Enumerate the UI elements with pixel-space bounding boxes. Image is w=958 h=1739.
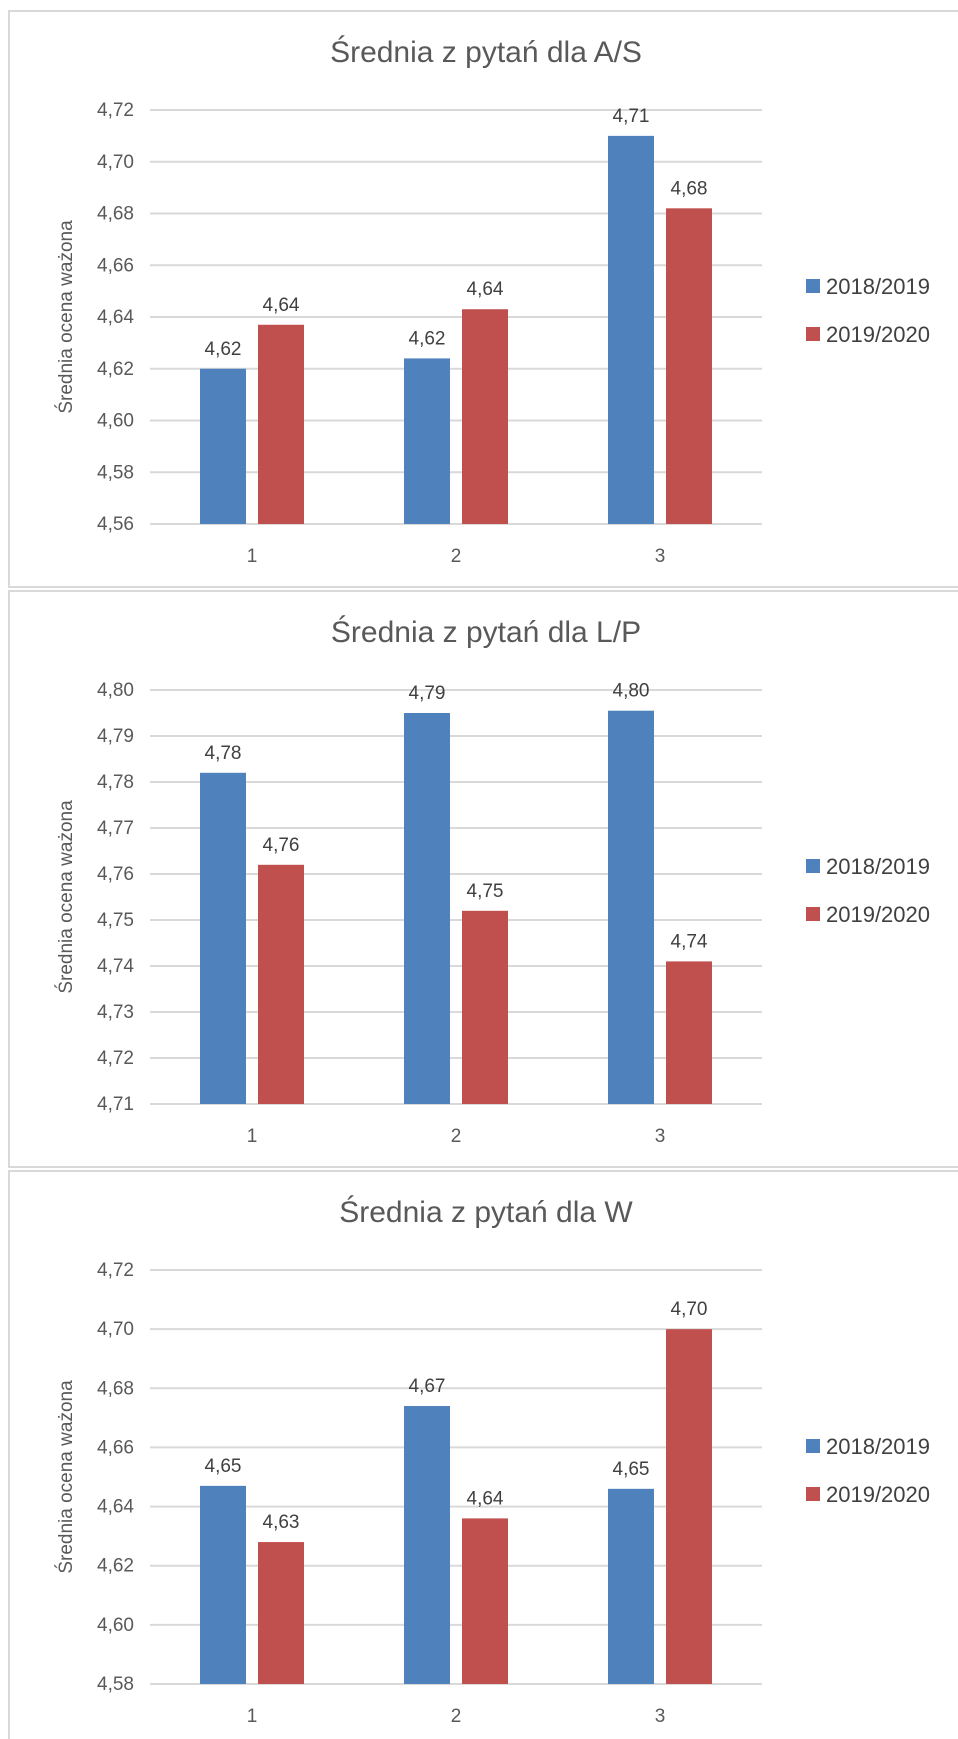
data-label: 4,64 (263, 295, 300, 316)
x-tick-label: 3 (655, 1126, 666, 1147)
chart-w: Średnia z pytań dla W Średnia ocena ważon… (55, 1195, 930, 1727)
chart-panel-lp: Średnia z pytań dla L/P Średnia ocena waż… (8, 590, 958, 1168)
y-tick-label: 4,80 (97, 680, 134, 701)
data-label: 4,65 (613, 1459, 650, 1480)
y-tick-label: 4,72 (97, 1048, 134, 1069)
legend-entry: 2019/2020 (826, 1482, 930, 1507)
x-tick-label: 1 (247, 1126, 258, 1147)
y-tick-label: 4,68 (97, 204, 134, 225)
chart-panel-w: Średnia z pytań dla W Średnia ocena ważon… (8, 1170, 958, 1739)
data-label: 4,67 (409, 1376, 446, 1397)
x-tick-label: 2 (451, 1126, 462, 1147)
bar-2018-2019-cat-2 (404, 358, 450, 524)
bar-2018-2019-cat-3 (608, 710, 654, 1104)
data-label: 4,75 (467, 881, 504, 902)
chart-title: Średnia z pytań dla A/S (330, 35, 642, 69)
data-label: 4,64 (467, 279, 504, 300)
x-tick-label: 1 (247, 546, 258, 567)
bar-2018-2019-cat-3 (608, 135, 654, 524)
y-tick-label: 4,79 (97, 726, 134, 747)
y-tick-label: 4,58 (97, 1674, 134, 1695)
bar-2019-2020-cat-2 (462, 309, 508, 524)
data-label: 4,65 (205, 1456, 242, 1477)
legend-entry: 2018/2019 (826, 854, 930, 879)
bar-2018-2019-cat-1 (200, 1485, 246, 1684)
legend-swatch (806, 907, 820, 921)
bar-2019-2020-cat-3 (666, 1329, 712, 1684)
data-label: 4,74 (671, 931, 708, 952)
y-axis-label: Średnia ocena ważona (55, 220, 77, 414)
data-label: 4,78 (205, 743, 242, 764)
legend-entry: 2019/2020 (826, 902, 930, 927)
y-axis-label: Średnia ocena ważona (55, 1380, 77, 1574)
bar-2018-2019-cat-1 (200, 368, 246, 524)
chart-title: Średnia z pytań dla W (339, 1195, 633, 1229)
legend-swatch (806, 327, 820, 341)
bar-2019-2020-cat-2 (462, 1518, 508, 1684)
x-tick-label: 3 (655, 546, 666, 567)
y-tick-label: 4,62 (97, 359, 134, 380)
x-tick-label: 3 (655, 1706, 666, 1727)
legend-entry: 2018/2019 (826, 1434, 930, 1459)
legend-swatch (806, 1487, 820, 1501)
bar-2019-2020-cat-3 (666, 208, 712, 524)
data-label: 4,63 (263, 1512, 300, 1533)
y-tick-label: 4,70 (97, 1319, 134, 1340)
data-label: 4,68 (671, 178, 708, 199)
y-tick-label: 4,64 (97, 1497, 134, 1518)
bar-2018-2019-cat-1 (200, 772, 246, 1104)
y-tick-label: 4,72 (97, 100, 134, 121)
bar-2019-2020-cat-2 (462, 910, 508, 1104)
bar-2019-2020-cat-1 (258, 864, 304, 1104)
legend-swatch (806, 1439, 820, 1453)
data-label: 4,62 (205, 339, 242, 360)
data-label: 4,79 (409, 683, 446, 704)
y-tick-label: 4,66 (97, 255, 134, 276)
chart-as: Średnia z pytań dla A/S Średnia ocena waż… (55, 35, 930, 567)
bar-2018-2019-cat-2 (404, 713, 450, 1104)
y-tick-label: 4,66 (97, 1437, 134, 1458)
y-tick-label: 4,72 (97, 1260, 134, 1281)
legend-swatch (806, 859, 820, 873)
y-tick-label: 4,71 (97, 1094, 134, 1115)
y-axis-label: Średnia ocena ważona (55, 800, 77, 994)
y-tick-label: 4,76 (97, 864, 134, 885)
y-tick-label: 4,70 (97, 152, 134, 173)
data-label: 4,70 (671, 1299, 708, 1320)
legend-entry: 2018/2019 (826, 274, 930, 299)
bar-2019-2020-cat-1 (258, 324, 304, 524)
data-label: 4,64 (467, 1488, 504, 1509)
y-tick-label: 4,68 (97, 1378, 134, 1399)
y-tick-label: 4,56 (97, 514, 134, 535)
data-label: 4,76 (263, 835, 300, 856)
chart-lp: Średnia z pytań dla L/P Średnia ocena waż… (55, 615, 930, 1147)
bar-2019-2020-cat-1 (258, 1542, 304, 1684)
y-tick-label: 4,62 (97, 1556, 134, 1577)
y-tick-label: 4,73 (97, 1002, 134, 1023)
bar-2018-2019-cat-3 (608, 1488, 654, 1684)
y-tick-label: 4,74 (97, 956, 134, 977)
y-tick-label: 4,75 (97, 910, 134, 931)
chart-panel-as: Średnia z pytań dla A/S Średnia ocena waż… (8, 10, 958, 588)
chart-title: Średnia z pytań dla L/P (331, 615, 641, 649)
data-label: 4,71 (613, 106, 650, 127)
legend-swatch (806, 279, 820, 293)
y-tick-label: 4,60 (97, 1615, 134, 1636)
data-label: 4,80 (613, 681, 650, 702)
y-tick-label: 4,60 (97, 411, 134, 432)
x-tick-label: 2 (451, 546, 462, 567)
y-tick-label: 4,77 (97, 818, 134, 839)
y-tick-label: 4,64 (97, 307, 134, 328)
bar-2018-2019-cat-2 (404, 1406, 450, 1684)
legend-entry: 2019/2020 (826, 322, 930, 347)
bar-2019-2020-cat-3 (666, 961, 712, 1104)
y-tick-label: 4,78 (97, 772, 134, 793)
x-tick-label: 2 (451, 1706, 462, 1727)
data-label: 4,62 (409, 328, 446, 349)
y-tick-label: 4,58 (97, 462, 134, 483)
x-tick-label: 1 (247, 1706, 258, 1727)
